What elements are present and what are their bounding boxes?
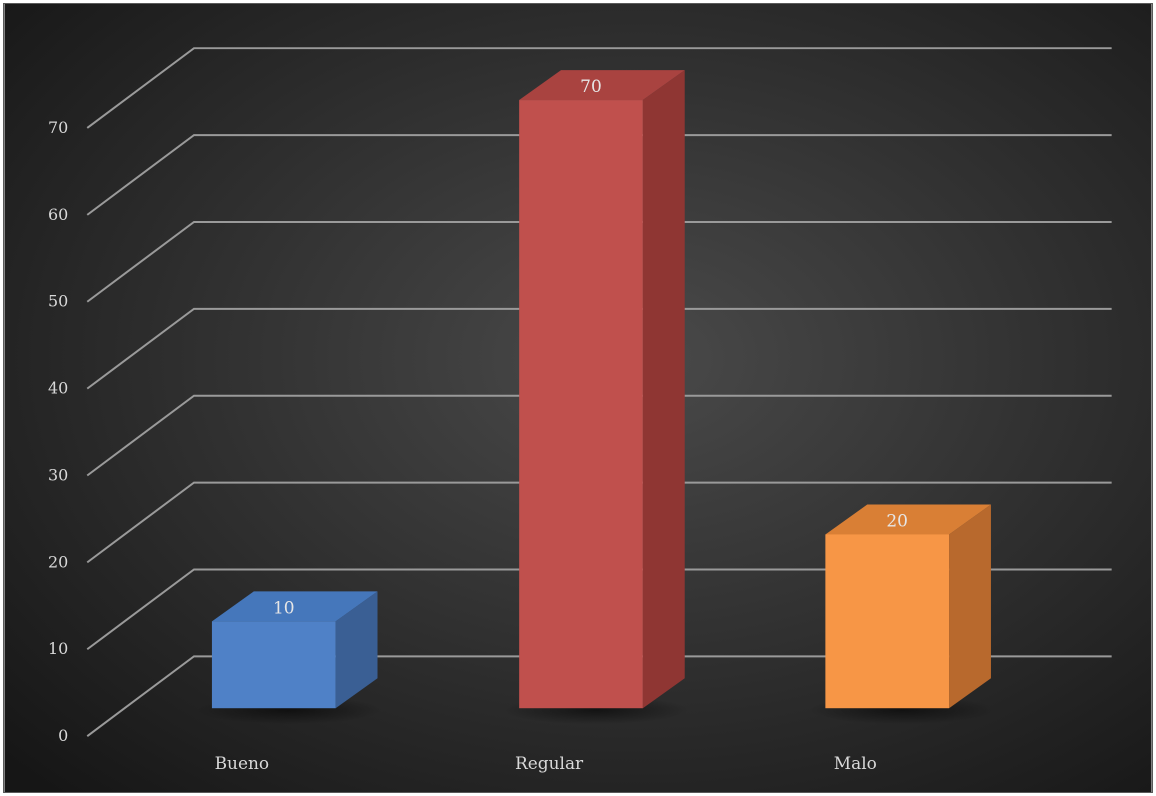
bar-side-face (335, 591, 378, 709)
gridline (86, 134, 1112, 216)
gridline (86, 220, 1112, 303)
bar-side-face (949, 504, 991, 709)
bar-front-face (825, 534, 950, 709)
gridlines (86, 47, 1112, 737)
data-label: 20 (886, 510, 908, 530)
bars (195, 70, 995, 725)
data-label: 70 (580, 76, 602, 96)
bar-front-face (211, 621, 336, 709)
data-label: 10 (273, 597, 295, 617)
gridline (86, 394, 1112, 477)
y-tick-label: 20 (48, 552, 68, 571)
bar-regular (503, 70, 689, 725)
bar-bueno (195, 591, 382, 725)
gridline (86, 481, 1112, 564)
x-category-label: Malo (834, 753, 877, 773)
y-tick-label: 0 (58, 726, 68, 745)
bar-malo (809, 504, 995, 725)
labels: 10 Bueno 70 Regular 20 Malo (215, 76, 908, 773)
gridline (86, 655, 1112, 737)
x-category-label: Bueno (215, 753, 269, 773)
y-tick-label: 50 (48, 292, 68, 311)
y-tick-label: 70 (48, 118, 68, 137)
y-tick-label: 30 (48, 465, 68, 484)
y-tick-label: 10 (48, 639, 68, 658)
chart-frame: 0 10 20 30 40 50 60 70 10 Bueno 70 Regular 20 Malo (3, 3, 1153, 793)
gridline (86, 568, 1112, 651)
bar-front-face (519, 100, 643, 709)
bar-side-face (642, 70, 685, 709)
bar-top-face (825, 504, 991, 535)
gridline (86, 307, 1112, 390)
bar-top-face (211, 591, 378, 622)
y-axis-tick-labels: 0 10 20 30 40 50 60 70 (48, 118, 68, 745)
y-tick-label: 40 (48, 379, 68, 398)
bar-top-face (519, 70, 685, 101)
bar-chart: 0 10 20 30 40 50 60 70 10 Bueno 70 Regular 20 Malo (4, 4, 1152, 792)
x-category-label: Regular (515, 753, 584, 773)
gridline (86, 47, 1112, 129)
y-tick-label: 60 (48, 205, 68, 224)
